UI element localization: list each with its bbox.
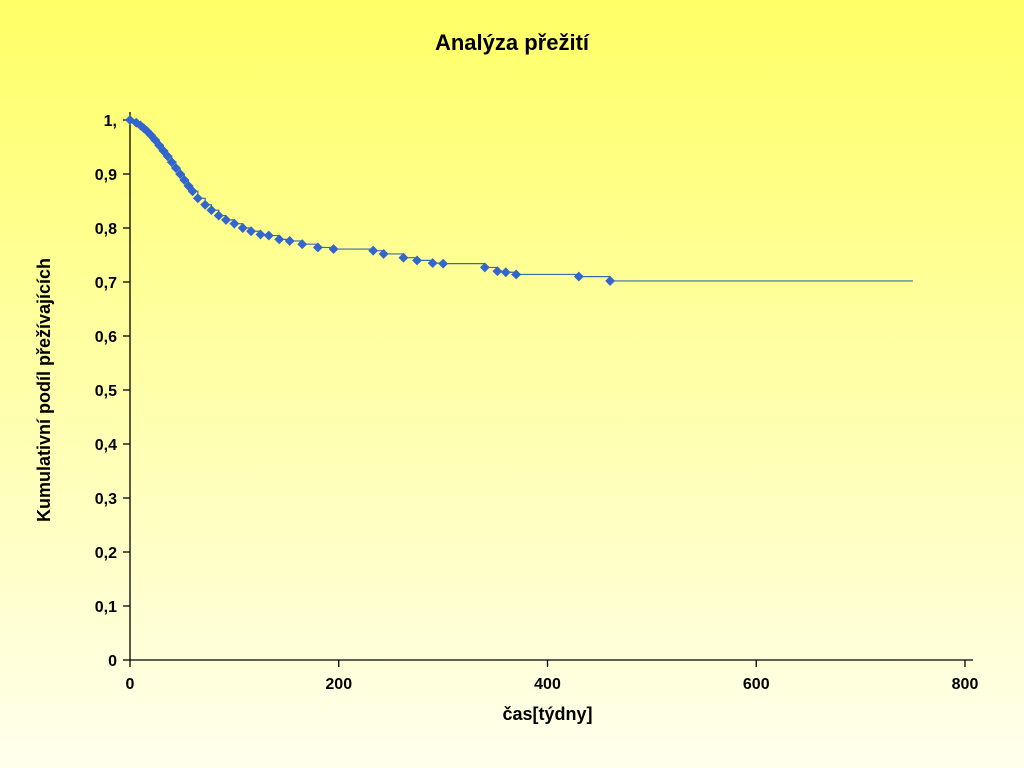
- x-tick-label: 800: [952, 676, 979, 693]
- y-tick-label: 0,6: [95, 329, 117, 346]
- x-tick-label: 400: [534, 676, 561, 693]
- y-tick-label: 0,9: [95, 167, 117, 184]
- x-tick-label: 0: [126, 676, 135, 693]
- chart-title: Analýza přežití: [435, 30, 590, 55]
- survival-chart: Analýza přežití 0 0,1 0,2 0,3 0,4 0,5 0,6 0,7 0,…: [0, 0, 1024, 768]
- chart-background: [0, 0, 1024, 768]
- y-tick-label: 0,3: [95, 491, 117, 508]
- x-tick-label: 200: [325, 676, 352, 693]
- y-tick-label: 0,4: [95, 437, 117, 454]
- y-tick-label: 0,2: [95, 545, 117, 562]
- y-tick-label: 1,: [104, 113, 117, 130]
- x-axis-label: čas[týdny]: [502, 704, 592, 724]
- y-tick-label: 0,7: [95, 275, 117, 292]
- y-axis-label: Kumulativní podíl přežívajících: [34, 258, 54, 522]
- x-tick-label: 600: [743, 676, 770, 693]
- chart-container: Analýza přežití 0 0,1 0,2 0,3 0,4 0,5 0,6 0,7 0,…: [0, 0, 1024, 768]
- y-tick-label: 0: [108, 653, 117, 670]
- y-tick-label: 0,5: [95, 383, 117, 400]
- y-tick-label: 0,1: [95, 599, 117, 616]
- y-tick-label: 0,8: [95, 221, 117, 238]
